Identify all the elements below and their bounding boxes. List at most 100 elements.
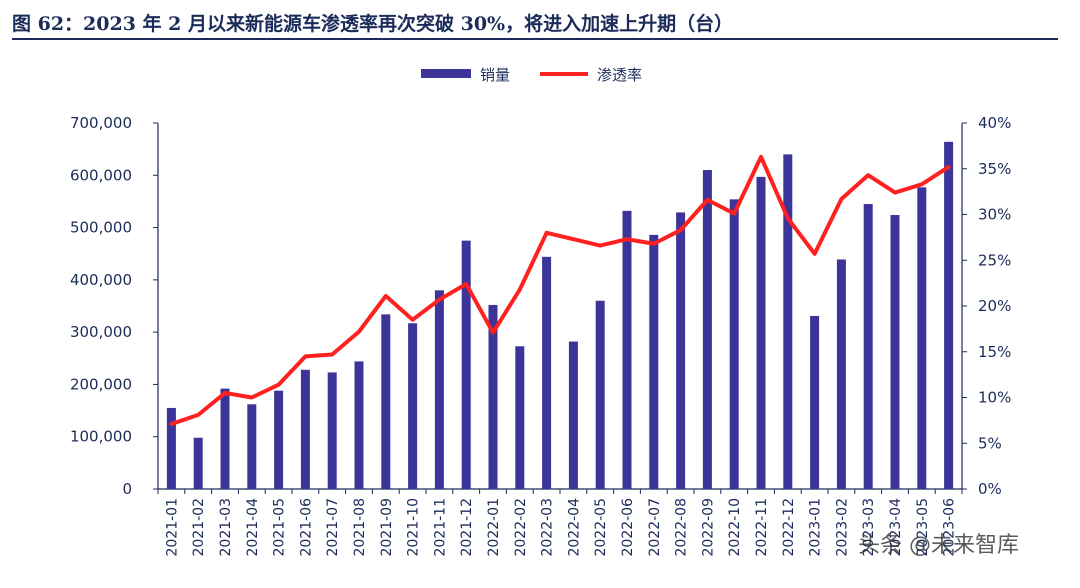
- bar: [434, 290, 444, 489]
- line-point: [223, 391, 227, 395]
- y-right-tick-label: 35%: [978, 160, 1011, 178]
- bar: [515, 346, 525, 489]
- x-tick-label: 2022-03: [540, 498, 556, 557]
- bar: [354, 361, 364, 489]
- x-tick-label: 2021-06: [298, 498, 314, 557]
- line-point: [598, 244, 602, 248]
- chart-legend: 销量 渗透率: [421, 66, 642, 84]
- x-tick-label: 2021-01: [164, 498, 180, 557]
- x-tick-label: 2022-08: [674, 498, 690, 557]
- y-left-tick-label: 700,000: [70, 114, 132, 132]
- y-left-tick-label: 0: [122, 480, 132, 498]
- bar: [756, 176, 766, 489]
- x-tick-label: 2022-01: [486, 498, 502, 557]
- x-tick-label: 2022-06: [620, 498, 636, 557]
- y-left-tick-label: 300,000: [70, 323, 132, 341]
- bar: [381, 314, 391, 489]
- line-point: [625, 237, 629, 241]
- x-tick-label: 2021-02: [191, 498, 207, 557]
- watermark: 头条 @未来智库: [858, 533, 1019, 558]
- line-point: [491, 331, 495, 335]
- bar: [810, 315, 820, 489]
- x-tick-label: 2022-07: [647, 498, 663, 557]
- y-right-tick-label: 5%: [978, 434, 1002, 452]
- x-tick-label: 2021-03: [218, 498, 234, 557]
- x-tick-label: 2023-06: [942, 498, 958, 557]
- y-right-tick-label: 30%: [978, 206, 1011, 224]
- bar: [274, 390, 284, 489]
- bar: [542, 256, 552, 489]
- x-tick-label: 2021-04: [245, 498, 261, 557]
- bar: [622, 210, 632, 489]
- line-point: [330, 352, 334, 356]
- x-tick-label: 2022-10: [727, 498, 743, 557]
- x-tick-label: 2023-01: [808, 498, 824, 557]
- x-tick-label: 2023-02: [834, 498, 850, 557]
- line-point: [839, 197, 843, 201]
- y-left-tick-label: 100,000: [70, 428, 132, 446]
- y-right-tick-label: 20%: [978, 297, 1011, 315]
- legend-label-sales: 销量: [480, 66, 510, 84]
- x-tick-label: 2021-08: [352, 498, 368, 557]
- bar: [461, 240, 471, 489]
- x-tick-label: 2021-11: [432, 498, 448, 557]
- line-point: [169, 422, 173, 426]
- line-point: [384, 294, 388, 298]
- y-left-tick-label: 200,000: [70, 375, 132, 393]
- legend-swatch-bar: [421, 69, 471, 78]
- bar: [729, 199, 739, 489]
- line-point: [571, 237, 575, 241]
- y-right-tick-label: 25%: [978, 251, 1011, 269]
- x-tick-label: 2022-02: [513, 498, 529, 557]
- x-tick-label: 2021-09: [379, 498, 395, 557]
- bar: [488, 304, 498, 489]
- bar: [327, 372, 337, 489]
- line-point: [786, 216, 790, 220]
- line-point: [947, 165, 951, 169]
- line-point: [652, 242, 656, 246]
- line-point: [250, 396, 254, 399]
- x-tick-label: 2021-10: [406, 498, 422, 557]
- penetration-line: [169, 154, 951, 427]
- bar: [568, 341, 578, 489]
- x-tick-label: 2022-05: [593, 498, 609, 557]
- bar: [890, 215, 900, 489]
- y-left-tick-label: 600,000: [70, 166, 132, 184]
- line-point: [679, 228, 683, 232]
- x-axis-labels: 2021-01 2021-02 2021-03 2021-04 2021-05 2021-…: [164, 498, 957, 557]
- chart-title: 图 62：2023 年 2 月以来新能源车渗透率再次突破 30%，将进入加速上升…: [12, 13, 734, 35]
- y-left-tick-label: 500,000: [70, 219, 132, 237]
- bar: [166, 407, 176, 489]
- bar: [220, 388, 230, 489]
- line-point: [705, 198, 709, 202]
- line-point: [411, 318, 415, 322]
- line-point: [464, 282, 468, 286]
- bar: [649, 234, 659, 489]
- line-point: [303, 354, 307, 358]
- legend-label-penetration: 渗透率: [597, 66, 642, 84]
- y-left-tick-label: 400,000: [70, 271, 132, 289]
- line-point: [732, 212, 736, 216]
- line-point: [866, 173, 870, 177]
- x-tick-label: 2021-07: [325, 498, 341, 557]
- x-tick-label: 2022-09: [700, 498, 716, 557]
- line-point: [196, 413, 200, 417]
- bar: [944, 141, 954, 489]
- bar: [702, 170, 712, 490]
- x-tick-label: 2022-11: [754, 498, 770, 557]
- title-divider: [12, 38, 1058, 40]
- bar: [247, 404, 257, 489]
- bar: [917, 187, 927, 489]
- y-right-tick-label: 10%: [978, 389, 1011, 407]
- y-right-tick-label: 40%: [978, 114, 1011, 132]
- bar: [836, 259, 846, 489]
- line-point: [545, 231, 549, 235]
- bar: [595, 300, 605, 489]
- line-point: [813, 252, 817, 256]
- x-tick-label: 2023-05: [915, 498, 931, 557]
- x-tick-label: 2022-12: [781, 498, 797, 557]
- x-tick-label: 2022-04: [566, 498, 582, 557]
- x-tick-label: 2021-05: [272, 498, 288, 557]
- x-tick-label: 2023-03: [861, 498, 877, 557]
